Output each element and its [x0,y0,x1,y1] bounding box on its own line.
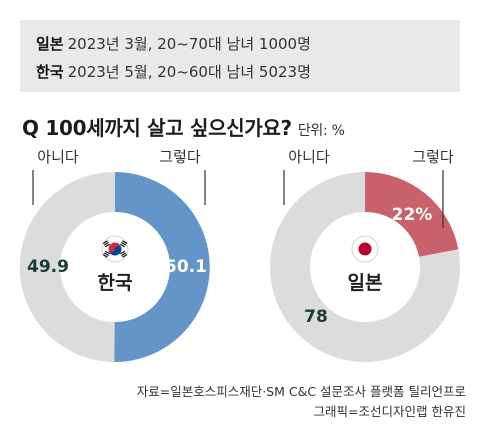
value-label-yes: 22% [392,205,433,225]
korea-flag-icon [101,235,129,263]
donut-hole [310,212,420,322]
source-line: 자료=일본호스피스재단·SM C&C 설문조사 플랫폼 틸리언프로 [136,384,466,399]
graphic-credit-line: 그래픽=조선디자인랩 한유진 [313,404,466,419]
source-credit: 자료=일본호스피스재단·SM C&C 설문조사 플랫폼 틸리언프로 그래픽=조선… [137,382,466,422]
value-label-yes: 50.1 [165,257,207,277]
survey-detail-japan: 2023년 3월, 20~70대 남녀 1000명 [67,35,311,53]
value-label-no: 49.9 [27,257,69,277]
donut-chart-korea: 아니다 그렇다 49.9 50.1 한국 [19,148,210,363]
value-label-no: 78 [304,307,328,327]
survey-line-korea: 한국 2023년 5월, 20~60대 남녀 5023명 [36,58,444,86]
survey-detail-korea: 2023년 5월, 20~60대 남녀 5023명 [67,63,311,81]
country-name: 한국 [98,272,133,294]
category-label-yes: 그렇다 [159,148,201,166]
survey-country-korea: 한국 [36,63,64,81]
category-label-no: 아니다 [37,148,79,166]
donut-hole [60,212,170,322]
country-name: 일본 [348,272,383,294]
unit-label: 단위: % [297,123,345,139]
japan-flag-icon [351,235,379,263]
category-label-yes: 그렇다 [412,148,454,166]
survey-line-japan: 일본 2023년 3월, 20~70대 남녀 1000명 [36,30,444,58]
question-title: Q 100세까지 살고 싶으신가요? 단위: % [22,112,345,141]
donut-charts: 아니다 그렇다 49.9 50.1 한국 아니다 그렇다 78 22% 일본 [19,148,461,363]
question-text: Q 100세까지 살고 싶으신가요? [22,116,292,140]
survey-info-box: 일본 2023년 3월, 20~70대 남녀 1000명 한국 2023년 5월, … [20,20,460,92]
donut-chart-japan: 아니다 그렇다 78 22% 일본 [270,148,461,362]
survey-country-japan: 일본 [36,35,64,53]
category-label-no: 아니다 [288,148,330,166]
